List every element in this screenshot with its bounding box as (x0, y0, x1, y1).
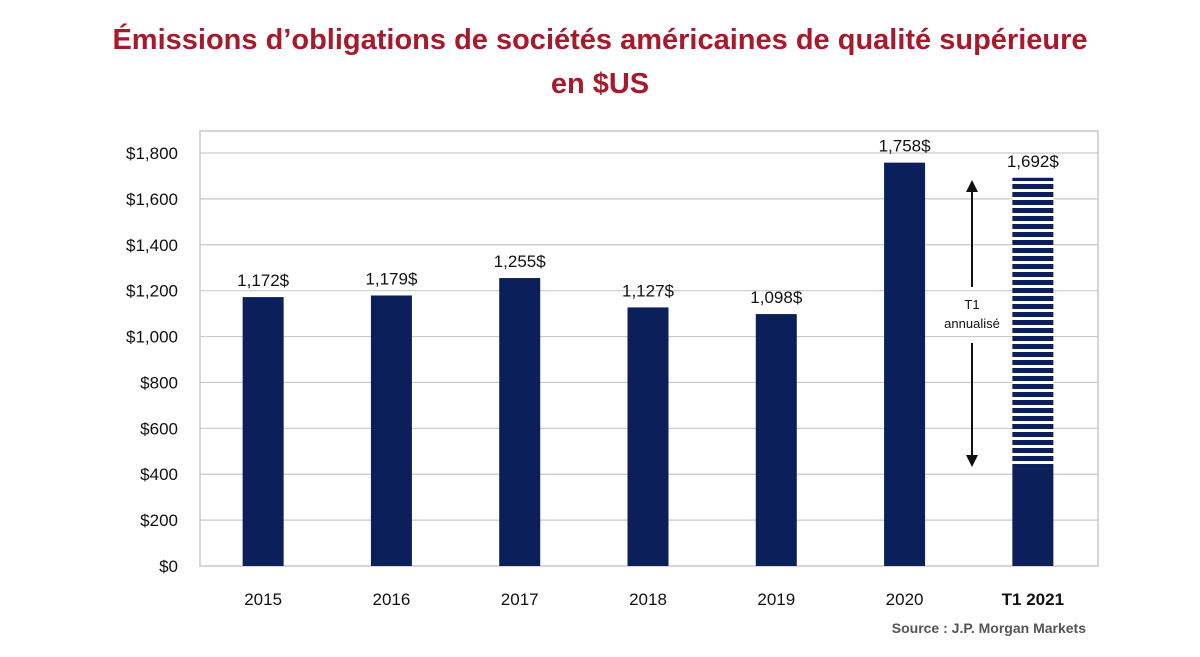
annotation-arrowhead-up (966, 180, 978, 192)
x-tick-label: 2016 (373, 590, 411, 609)
x-tick-label: 2020 (886, 590, 924, 609)
data-label: 1,098$ (750, 288, 803, 307)
y-tick-label: $1,400 (126, 236, 178, 255)
data-label: 1,179$ (365, 269, 418, 288)
x-tick-label: 2017 (501, 590, 539, 609)
chart-title-line-1: Émissions d’obligations de sociétés amér… (112, 24, 1088, 56)
y-tick-label: $600 (140, 419, 178, 438)
bar-2020 (884, 162, 926, 567)
x-tick-label: 2019 (757, 590, 795, 609)
y-tick-label: $200 (140, 511, 178, 530)
y-tick-label: $0 (159, 557, 178, 576)
x-tick-label: 2018 (629, 590, 667, 609)
data-label: 1,758$ (879, 137, 932, 156)
data-label: 1,692$ (1007, 152, 1060, 171)
bar-actual-portion (1012, 468, 1054, 566)
bar-2018 (627, 307, 669, 566)
chart-title: Émissions d’obligations de sociétés amér… (0, 18, 1200, 106)
annotation-label-line-2: annualisé (944, 316, 1000, 331)
y-tick-label: $400 (140, 465, 178, 484)
source-note: Source : J.P. Morgan Markets (891, 620, 1086, 636)
chart-title-line-2: en $US (550, 68, 650, 100)
bar-annualized-portion (1012, 177, 1054, 469)
data-label: 1,255$ (494, 252, 547, 271)
bar-2016 (370, 295, 412, 566)
bar-2015 (242, 297, 284, 566)
x-tick-label: T1 2021 (1002, 590, 1064, 609)
bar-2017 (499, 278, 541, 566)
annotation-label-line-1: T1 (964, 297, 979, 312)
y-tick-label: $1,600 (126, 190, 178, 209)
bar-2019 (755, 314, 797, 566)
x-tick-label: 2015 (244, 590, 282, 609)
data-label: 1,172$ (237, 271, 290, 290)
data-label: 1,127$ (622, 281, 675, 300)
annotation-arrowhead-down (966, 455, 978, 467)
y-tick-label: $1,000 (126, 328, 178, 347)
y-tick-label: $800 (140, 373, 178, 392)
y-tick-label: $1,800 (126, 144, 178, 163)
y-tick-label: $1,200 (126, 282, 178, 301)
